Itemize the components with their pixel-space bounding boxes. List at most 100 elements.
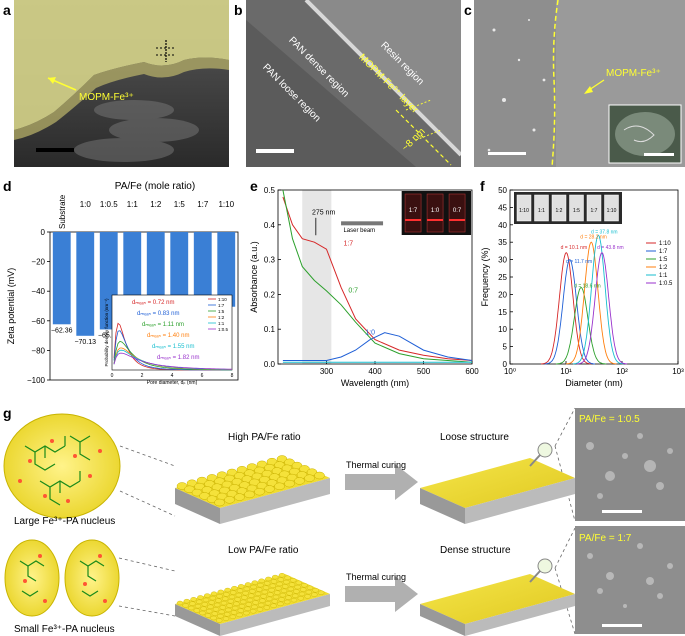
bead-small	[202, 597, 210, 603]
bead-small	[278, 573, 286, 578]
bead-small	[209, 595, 217, 601]
chart-d-ylabel: Zeta potential (mV)	[6, 268, 16, 345]
chart-f-vial-label: 1:10	[607, 208, 617, 214]
bead-small	[223, 612, 231, 617]
chart-e-line	[282, 189, 473, 363]
chart-e-line	[282, 196, 473, 361]
bead-small	[270, 579, 278, 584]
bead-small	[256, 607, 264, 612]
chart-e-vial	[404, 193, 422, 233]
panel-letter-f: f	[480, 178, 485, 194]
label-sem-bottom: PA/Fe = 1:7	[579, 533, 632, 544]
bead-small	[276, 581, 283, 587]
bead-small	[245, 602, 253, 607]
chart-f-line	[573, 234, 624, 365]
bead-small	[271, 599, 278, 604]
bead-small	[267, 592, 274, 597]
bead-small	[279, 592, 286, 598]
bead-small	[226, 603, 233, 608]
chart-f-ytick-label: 10	[498, 325, 507, 334]
sem-grain	[667, 563, 673, 569]
bead-small	[236, 612, 243, 618]
panel-letter-g: g	[3, 405, 12, 421]
bead-small	[236, 588, 244, 593]
chart-d-category-label: 1:7	[197, 200, 209, 209]
chart-d-category-label: 1:0.5	[100, 200, 118, 209]
chart-f-legend-label: 1:7	[659, 249, 668, 255]
chart-d-inset-legend-label: 1:0.5	[218, 327, 229, 332]
bead-small	[217, 613, 224, 619]
label-sem-top: PA/Fe = 1:0.5	[579, 414, 640, 425]
bead-small	[253, 595, 260, 601]
chart-f-line	[540, 251, 592, 365]
chart-d-bar	[170, 232, 189, 315]
bead-small	[247, 593, 255, 598]
sem-grain	[637, 543, 643, 549]
chart-f-line	[544, 258, 595, 365]
bead-small	[204, 613, 212, 618]
sem-grain	[606, 572, 614, 580]
chart-e-vial	[426, 193, 444, 233]
chart-e-xlabel: Wavelength (nm)	[341, 378, 409, 388]
bead-small	[218, 609, 225, 615]
bead-small	[263, 605, 270, 610]
chart-f-xtick-label: 10³	[672, 367, 684, 376]
chart-f-annotation: d = 18.6 nm	[574, 283, 601, 289]
chart-d-data-label: −65.84	[98, 332, 120, 339]
chart-d-inset-line	[113, 340, 232, 371]
bead-small	[235, 592, 243, 598]
chart-f-annotation: d = 37.8 nm	[591, 230, 618, 236]
membrane-loose	[420, 442, 575, 524]
bead-small	[312, 588, 319, 593]
bead-small	[268, 587, 275, 593]
sem-grain	[622, 453, 628, 459]
chart-e-ytick-label: 0.0	[264, 360, 276, 369]
chart-e-xtick-label: 600	[465, 367, 479, 376]
bead-small	[237, 608, 245, 613]
chart-d-inset-annotation: dₘₑₐₙ = 0.72 nm	[132, 300, 174, 306]
chart-d-inset-annotation: dₘₑₐₙ = 0.83 nm	[137, 311, 179, 317]
bead-small	[210, 615, 217, 621]
bead-small	[290, 597, 298, 603]
bead-small	[249, 589, 256, 594]
bead-small	[259, 598, 266, 603]
bead-small	[243, 586, 251, 592]
bead-small	[292, 593, 299, 599]
bead-small	[264, 581, 271, 586]
chart-d-inset-annotation: dₘₑₐₙ = 1.11 nm	[142, 322, 184, 328]
bead-small	[176, 600, 184, 606]
bead-small	[219, 605, 227, 610]
bead-small	[258, 578, 265, 584]
bead-small	[311, 592, 318, 597]
bead-small	[243, 610, 250, 616]
chart-d-data-label: −62.36	[51, 327, 73, 334]
chart-f-xlabel: Diameter (nm)	[565, 378, 623, 388]
label-large-nucleus: Large Fe³⁺-PA nucleus	[14, 516, 116, 527]
chart-f-vial-label: 1:5	[573, 208, 580, 214]
chart-d-inset-annotation: dₘₑₐₙ = 1.82 nm	[157, 355, 199, 361]
bead-small	[221, 596, 229, 601]
bead-small	[251, 604, 258, 610]
bead-large	[284, 479, 295, 488]
bead-small	[252, 600, 259, 605]
bead-small	[306, 585, 314, 590]
chart-d-inset-xtick-label: 6	[201, 373, 204, 379]
bead-small	[237, 584, 245, 589]
chart-e-ylabel: Absorbance (a.u.)	[250, 241, 259, 313]
bead-small	[274, 590, 281, 595]
bead-small	[220, 600, 228, 606]
tem-image-b: Resin region PAN dense region PAN loose …	[246, 0, 461, 167]
sem-a-drawing	[14, 0, 229, 167]
chart-e-vial-label: 1:0	[431, 208, 440, 214]
bead-small	[297, 596, 304, 601]
chart-f-line	[555, 286, 607, 365]
bead-large	[234, 493, 245, 501]
chart-f-legend-label: 1:5	[659, 257, 668, 263]
membrane-low-ratio	[175, 573, 330, 636]
bead-small	[244, 582, 252, 587]
chart-f-xtick-label: 10⁰	[504, 367, 516, 376]
bead-small	[260, 594, 267, 599]
bead-small	[264, 600, 272, 606]
sem-grain	[656, 482, 664, 490]
bead-large	[214, 498, 225, 507]
